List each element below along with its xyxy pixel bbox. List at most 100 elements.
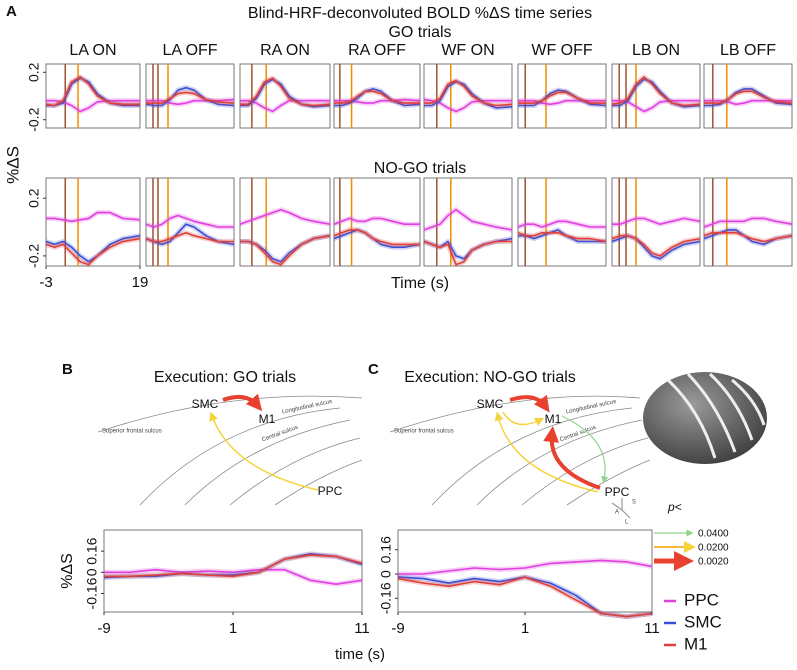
line [45,237,141,266]
line [145,214,234,228]
chart-title: WF ON [441,42,494,59]
y-tick-label: 0 [84,568,100,576]
line [704,99,792,106]
node-label: PPC [318,484,343,498]
plot-frame [145,63,235,129]
halo [333,227,420,247]
node-label: PPC [605,485,630,499]
line [104,568,363,585]
row-title: GO trials [388,24,451,41]
line [46,99,140,113]
legend-label: SMC [684,612,722,631]
connection-arrow [543,426,601,490]
line [423,240,512,266]
line [45,234,141,263]
node-label: SMC [192,397,219,411]
chart-title: WF OFF [531,42,593,59]
line [104,554,363,578]
connection-arrow [494,411,599,493]
x-tick-label: 19 [132,274,149,291]
line [703,229,793,246]
legend-title: p< [667,500,682,514]
line [103,553,363,579]
legend-label: 0.0200 [698,543,729,554]
line [703,217,793,228]
line [145,232,234,243]
plot-frame [423,63,513,129]
y-axis-label: %ΔS [3,146,22,184]
connection-arrow [222,393,263,412]
panel-title: Execution: GO trials [154,369,296,386]
x-axis-label: Time (s) [391,275,449,292]
line [397,576,653,618]
x-tick-label: 11 [354,620,370,637]
line [334,88,421,107]
orientation-label: A [615,510,619,516]
line [424,79,513,107]
line [518,91,606,104]
panel-label: C [368,361,379,378]
y-tick-label: -0.16 [84,577,100,609]
y-tick-label: 0 [378,570,394,578]
line [703,232,793,243]
line [334,98,421,104]
sulcus-label: Superior frontal sulcus [394,429,454,435]
legend-label: PPC [684,590,719,609]
x-tick-label: -9 [97,620,110,637]
y-tick-label: 0.16 [84,537,100,564]
line [240,77,331,107]
plot-frame [333,177,421,267]
connection-arrow [509,394,550,413]
line [145,223,235,246]
panel-title: Execution: NO-GO trials [404,369,576,386]
plot-frame [239,177,331,267]
line [333,229,420,246]
line [46,211,141,223]
sulci [389,395,651,506]
line [333,217,420,225]
line [423,208,513,231]
x-tick-label: -9 [391,620,404,637]
y-tick-label: -0.16 [378,582,394,614]
line [45,76,140,107]
x-tick-label: 1 [229,620,237,637]
legend-label: 0.0400 [698,529,729,540]
node-label: SMC [477,397,504,411]
x-tick-label: -3 [39,274,52,291]
row-title: NO-GO trials [374,160,466,177]
figure-title: Blind-HRF-deconvoluted BOLD %ΔS time ser… [248,5,592,22]
plot-frame [423,177,513,267]
line [423,98,512,113]
plot-frame [703,63,793,129]
line [704,90,793,104]
connection-arrow [209,411,319,491]
x-tick-label: 11 [644,620,660,637]
line [239,208,331,225]
plot-frame [45,63,141,129]
line [611,76,701,107]
plot-frame [333,63,421,129]
line [518,229,606,243]
plot-frame [145,177,235,267]
y-tick-label: -0.2 [26,244,42,268]
connection-arrow [502,411,545,427]
y-tick-label: -0.2 [26,107,42,131]
legend-label: M1 [684,634,708,653]
legend-label: 0.0020 [698,557,729,568]
halo [397,574,653,620]
line [146,91,235,104]
line [611,234,701,257]
sulcus-label: Superior frontal sulcus [102,429,162,435]
line [611,234,701,260]
chart-title: RA OFF [348,42,406,59]
x-axis-label: time (s) [335,646,385,663]
plot-frame [239,63,331,129]
node-label: M1 [259,412,276,426]
line [612,217,701,225]
orientation-axes [611,498,631,519]
chart-title: RA ON [260,42,310,59]
orientation-label: S [632,500,636,506]
line [334,90,420,104]
panel-label: B [62,361,73,378]
chart-title: LB ON [632,42,680,59]
